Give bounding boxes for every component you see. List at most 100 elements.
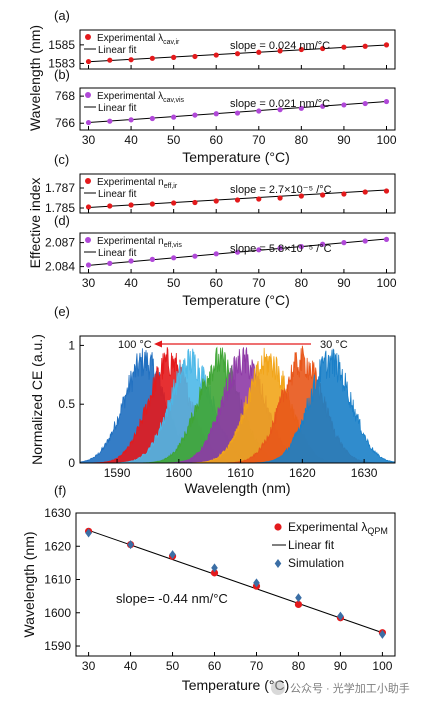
temperature-arrow-head	[154, 340, 162, 348]
x-tick-label: 80	[295, 276, 309, 290]
x-tick-label: 100	[372, 659, 392, 673]
legend-label-subscript: QPM	[367, 526, 388, 536]
x-tick-label: 40	[124, 133, 138, 147]
panel-f: (f) 30 40 50 60 70 80 90 100 1590 1600 1610 1620 1630…	[21, 483, 396, 693]
xlabel-ab: Temperature (°C)	[182, 149, 290, 165]
data-point	[320, 192, 326, 198]
data-point	[383, 188, 390, 194]
legend-label-subscript: eff,ir	[164, 183, 178, 190]
data-point	[128, 57, 134, 63]
data-point	[383, 236, 390, 242]
data-point	[277, 245, 283, 251]
legend-label-prefix: Experimental n	[97, 236, 164, 247]
plot-frame-2	[79, 173, 396, 214]
arrow-label-right: 30 °C	[320, 339, 348, 351]
data-point	[171, 255, 177, 261]
data-point	[192, 253, 198, 259]
x-tick-label: 70	[252, 133, 266, 147]
x-tick-label: 70	[250, 659, 264, 673]
data-point	[320, 103, 326, 109]
data-point	[171, 114, 177, 120]
panel-e: (e) 1590 1600 1610 1620 1630 0 0.5 1 Wavelength (…	[29, 304, 396, 496]
fit-line	[88, 529, 383, 634]
x-tick-label: 80	[295, 133, 309, 147]
spectra	[80, 345, 395, 463]
data-point	[85, 204, 92, 210]
y-tick-label: 2.087	[45, 236, 75, 250]
x-tick-label: 30	[82, 133, 96, 147]
legend-label-subscript: eff,vis	[164, 242, 183, 249]
data-point	[341, 44, 347, 50]
y-tick-label: 1610	[44, 573, 71, 587]
data-point	[85, 119, 92, 126]
legend-marker-experimental	[85, 237, 91, 243]
ylabel-ab: Wavelength (nm)	[27, 25, 43, 131]
x-tick-label: 100	[376, 276, 396, 290]
simulation-point	[169, 550, 176, 560]
data-point	[149, 115, 155, 122]
data-point	[213, 111, 219, 117]
x-tick-label: 1630	[351, 466, 378, 480]
data-point	[298, 105, 304, 111]
legend-marker-experimental	[85, 92, 91, 98]
x-tick-label: 50	[167, 133, 181, 147]
data-point	[256, 108, 262, 114]
x-tick-label: 70	[252, 276, 266, 290]
data-point	[149, 256, 155, 262]
data-point	[234, 249, 241, 255]
simulation-point	[295, 593, 302, 603]
data-point	[362, 238, 368, 244]
arrow-label-left: 100 °C	[118, 339, 152, 351]
legend-marker-experimental	[85, 178, 91, 184]
legend-label-experimental: Experimental neff,vis	[97, 236, 182, 249]
y-tick-label: 766	[55, 116, 75, 130]
legend-label-simulation: Simulation	[288, 556, 344, 570]
x-tick-label: 30	[82, 659, 96, 673]
panel-label: (d)	[54, 213, 70, 228]
data-point	[383, 42, 390, 48]
ylabel-cd: Effective index	[27, 178, 43, 269]
data-point	[85, 58, 92, 65]
data-point	[341, 102, 347, 108]
y-axis-title: Wavelength (nm)	[21, 531, 37, 637]
x-tick-label: 60	[210, 133, 224, 147]
x-tick-label: 30	[82, 276, 96, 290]
data-point	[149, 201, 155, 207]
y-tick-label: 1590	[44, 639, 71, 653]
y-tick-label: 1583	[48, 56, 75, 70]
panel-label: (b)	[54, 67, 70, 82]
legend-label-experimental: Experimental λQPM	[288, 520, 388, 536]
simulation-point	[379, 629, 386, 639]
data-point	[234, 197, 241, 203]
data-point	[107, 57, 113, 63]
x-tick-label: 90	[337, 276, 351, 290]
legend-label-prefix: Experimental λ	[97, 33, 163, 44]
y-tick-label: 0.5	[58, 397, 75, 411]
legend-label-subscript: cav,vis	[163, 97, 184, 104]
x-tick-label: 40	[124, 276, 138, 290]
data-point	[107, 118, 113, 124]
data-point	[107, 260, 113, 266]
plot-frame-0	[79, 29, 396, 70]
legend-label-experimental: Experimental λcav,vis	[97, 91, 185, 104]
y-tick-label: 2.084	[45, 260, 75, 274]
y-tick-label: 1585	[48, 38, 75, 52]
legend-label-experimental: Experimental neff,ir	[97, 177, 178, 190]
xlabel-cd: Temperature (°C)	[182, 292, 290, 308]
legend-label-prefix: Experimental n	[97, 177, 164, 188]
x-tick-label: 50	[167, 276, 181, 290]
data-point	[383, 98, 390, 105]
legend-label-subscript: cav,ir	[163, 39, 180, 46]
legend-marker-experimental	[274, 523, 282, 531]
legend-label-fit: Linear fit	[98, 45, 137, 56]
simulation-point	[211, 563, 218, 573]
data-point	[277, 195, 283, 201]
x-axis-title: Wavelength (nm)	[184, 480, 290, 496]
slope-annotation: slope = 0.021 nm/°C	[230, 98, 330, 110]
legend-label-fit: Linear fit	[98, 103, 137, 114]
data-point	[320, 241, 326, 247]
x-tick-label: 1600	[165, 466, 192, 480]
x-tick-label: 1620	[289, 466, 316, 480]
y-tick-label: 1620	[44, 539, 71, 553]
